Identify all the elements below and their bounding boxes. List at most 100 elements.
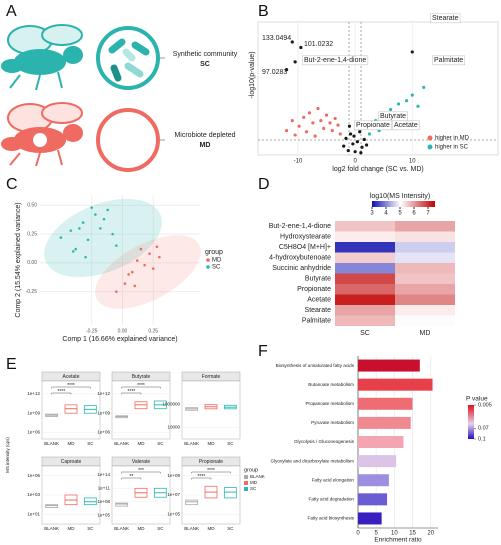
subplot-title: Butyrate xyxy=(132,374,151,380)
point xyxy=(348,132,353,136)
point xyxy=(297,124,301,128)
colorbar-tick-label: 3 xyxy=(370,211,374,217)
significance: **** xyxy=(57,389,65,395)
point xyxy=(293,133,297,137)
legend-label: higher in SC xyxy=(435,145,469,151)
legend-title: group xyxy=(244,467,258,473)
point xyxy=(302,115,306,119)
subplot-title: Caproate xyxy=(61,459,82,465)
category-label: Glyoxylate and dicarboxylate metabolism xyxy=(271,458,355,463)
significance: **** xyxy=(67,383,75,389)
x-tick-label: MD xyxy=(208,441,216,446)
point xyxy=(358,130,362,134)
x-tick-label: SC xyxy=(157,441,164,446)
heat-cell xyxy=(335,263,395,274)
y-axis-label: -log10(p-value) xyxy=(249,51,256,98)
bracket xyxy=(121,471,161,474)
box xyxy=(115,502,129,507)
significance: **** xyxy=(137,383,145,389)
y-tick-label: 1e+07 xyxy=(167,492,180,497)
point xyxy=(69,229,73,232)
x-axis-label: log2 fold change (SC vs. MD) xyxy=(332,166,423,173)
x-tick-label: BLANK xyxy=(44,441,59,446)
x-tick-label: 20 xyxy=(427,531,434,537)
row-label: But-2-ene-1,4-dione xyxy=(269,223,331,230)
y-tick-label: 1e+09 xyxy=(27,410,40,415)
y-tick-label: 0.50 xyxy=(27,203,37,209)
point xyxy=(111,232,114,236)
annotation-box xyxy=(432,55,466,66)
y-tick-label: 1e+14 xyxy=(97,472,110,477)
legend-label: higher in MD xyxy=(435,136,470,142)
category-label: Fatty acid degradation xyxy=(309,497,355,502)
x-tick-label: SC xyxy=(87,526,94,531)
annotation: 97.0283 xyxy=(262,69,287,76)
point xyxy=(328,121,332,125)
point xyxy=(90,206,93,209)
point xyxy=(346,148,350,153)
category-label: Butanoate metabolism xyxy=(308,382,354,387)
x-axis-label: Enrichment ratio xyxy=(374,537,422,544)
point xyxy=(115,290,118,293)
heat-cell xyxy=(395,305,455,316)
point xyxy=(158,255,161,259)
point xyxy=(59,236,63,239)
caption: Synthetic community xyxy=(173,51,238,58)
heat-cell xyxy=(335,315,395,326)
heat-cell xyxy=(395,252,455,263)
bar xyxy=(358,397,413,410)
annotation: Acetate xyxy=(394,122,418,129)
point xyxy=(293,60,297,64)
x-tick-label: SC xyxy=(157,526,164,531)
significance: *** xyxy=(138,468,144,474)
annotation: Butyrate xyxy=(380,113,406,120)
group-name: MD xyxy=(200,142,211,149)
point xyxy=(416,104,420,108)
point xyxy=(311,121,315,125)
bracket xyxy=(191,477,212,480)
colorbar-tick-label: 7 xyxy=(426,211,430,217)
x-tick-label: 10 xyxy=(409,159,416,165)
x-tick-label: MD xyxy=(68,441,76,446)
point xyxy=(290,119,294,123)
y-tick-label: 1000000 xyxy=(162,401,180,406)
legend-label: SC xyxy=(250,486,257,491)
point xyxy=(299,45,303,50)
panel-letter: C xyxy=(6,176,18,193)
y-axis-label: Comp 2 (15.54% explained variance) xyxy=(15,202,22,317)
point xyxy=(307,111,312,115)
point xyxy=(360,145,364,149)
x-axis-label: Comp 1 (16.66% explained variance) xyxy=(62,336,177,343)
legend-swatch xyxy=(244,475,248,479)
heat-cell xyxy=(395,263,455,274)
annotation: But-2-ene-1,4-dione xyxy=(304,57,366,64)
colorbar-tick-label: 4 xyxy=(384,211,388,217)
point xyxy=(344,136,348,140)
x-tick-label: BLANK xyxy=(44,526,59,531)
box xyxy=(45,504,59,508)
heat-cell xyxy=(395,294,455,305)
plot-area xyxy=(111,380,171,440)
point xyxy=(133,284,137,288)
heat-cell xyxy=(335,284,395,295)
heat-cell xyxy=(335,252,395,263)
point xyxy=(362,137,366,142)
y-tick-label: 1e+03 xyxy=(27,492,40,497)
category-label: Pyruvate metabolism xyxy=(311,420,354,425)
bar xyxy=(358,436,404,448)
subplot-title: Valerate xyxy=(132,459,150,465)
bee-sc xyxy=(1,24,83,91)
point xyxy=(422,85,426,89)
bar xyxy=(358,493,388,506)
caption: Microbiote depleted xyxy=(174,132,235,139)
x-tick-label: BLANK xyxy=(184,441,199,446)
point xyxy=(404,99,409,103)
confidence-ellipse xyxy=(95,235,201,309)
point xyxy=(290,40,294,44)
bacteria xyxy=(108,38,150,82)
y-tick-label: 1e+12 xyxy=(97,391,110,396)
panel-letter: F xyxy=(258,343,268,360)
point xyxy=(351,142,355,146)
row-label: Acetate xyxy=(307,297,331,304)
x-tick-label: MD xyxy=(68,526,76,531)
